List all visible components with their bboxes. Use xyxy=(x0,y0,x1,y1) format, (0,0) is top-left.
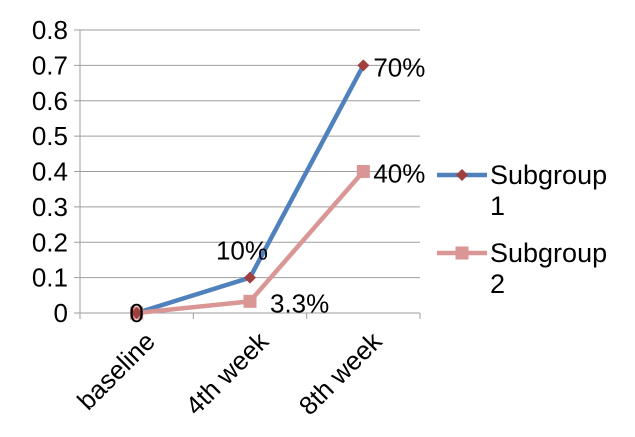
series-1-point xyxy=(244,271,256,284)
gridlines xyxy=(80,29,420,279)
legend-item-2: Subgroup 2 xyxy=(437,238,607,299)
series-1-data-label: 70% xyxy=(373,52,425,82)
y-tick-label: 0.3 xyxy=(32,192,68,222)
legend-swatch-marker xyxy=(456,169,468,181)
y-tick-label: 0.8 xyxy=(32,15,68,45)
series-2-point xyxy=(243,294,257,308)
legend-item-1: Subgroup 1 xyxy=(437,160,607,221)
series-1-point xyxy=(130,307,143,319)
series-1-data-label: 10% xyxy=(216,236,268,266)
series-1-data-label: 0 xyxy=(129,298,143,328)
y-tick-label: 0.4 xyxy=(32,157,68,187)
y-tick-label: 0.5 xyxy=(32,121,68,151)
x-tick-label: 4th week xyxy=(179,325,275,421)
series-markers xyxy=(130,59,370,320)
y-tick-label: 0.1 xyxy=(32,263,68,293)
y-tick-label: 0 xyxy=(54,298,68,328)
y-tick-label: 0.2 xyxy=(32,227,68,257)
series-2-data-label: 40% xyxy=(373,159,425,189)
legend-label: Subgroup 2 xyxy=(490,238,607,299)
series-2-point xyxy=(356,165,370,178)
series-2-data-label: 3.3% xyxy=(270,288,329,318)
y-tick-label: 0.6 xyxy=(32,86,68,116)
x-axis-tick-labels: baseline 4th week 8th week xyxy=(71,325,388,421)
y-tick-label: 0.7 xyxy=(32,50,68,80)
data-labels: 0 10% 70% 3.3% 40% xyxy=(129,52,425,328)
x-tick-label: baseline xyxy=(71,326,161,416)
y-axis-tick-labels: 0 0.1 0.2 0.3 0.4 0.5 0.6 0.7 0.8 xyxy=(32,15,68,328)
legend-swatch-marker xyxy=(455,246,469,260)
series-1-point xyxy=(357,59,370,72)
x-tick-label: 8th week xyxy=(293,325,389,421)
legend: Subgroup 1 Subgroup 2 xyxy=(437,160,607,299)
legend-label: Subgroup 1 xyxy=(490,160,607,221)
